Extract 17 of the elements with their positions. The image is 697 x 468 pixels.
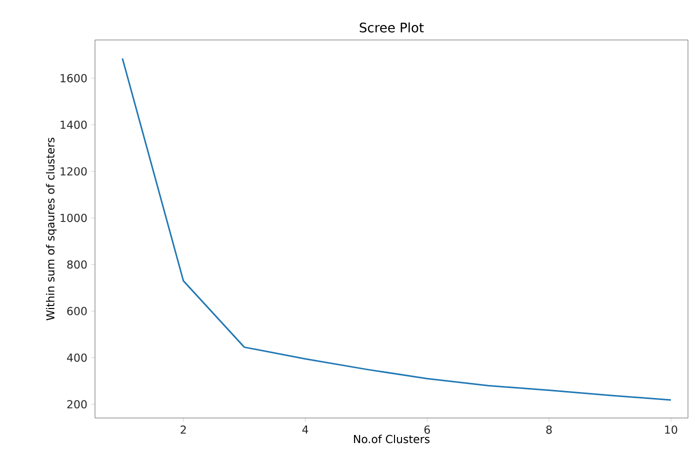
y-tick-label: 400 <box>67 354 87 362</box>
x-tick-label: 10 <box>665 426 678 434</box>
y-tick-label: 200 <box>67 400 87 408</box>
x-tick-label: 2 <box>180 426 186 434</box>
x-tick-label: 6 <box>424 426 430 434</box>
x-tick-label: 8 <box>546 426 552 434</box>
x-axis-title: No.of Clusters <box>354 434 430 444</box>
y-tick-label: 1200 <box>60 167 87 176</box>
y-tick-label: 1400 <box>60 120 87 129</box>
x-tick-label: 4 <box>302 426 308 434</box>
y-tick-label: 1600 <box>60 74 87 82</box>
chart-title: Scree Plot <box>360 22 424 32</box>
y-tick-label: 600 <box>67 306 87 316</box>
y-tick-label: 1000 <box>60 214 87 222</box>
line-series <box>122 58 672 401</box>
y-tick-label: 800 <box>67 260 87 269</box>
y-axis-title: Within sum of sqaures of clusters <box>46 138 57 320</box>
